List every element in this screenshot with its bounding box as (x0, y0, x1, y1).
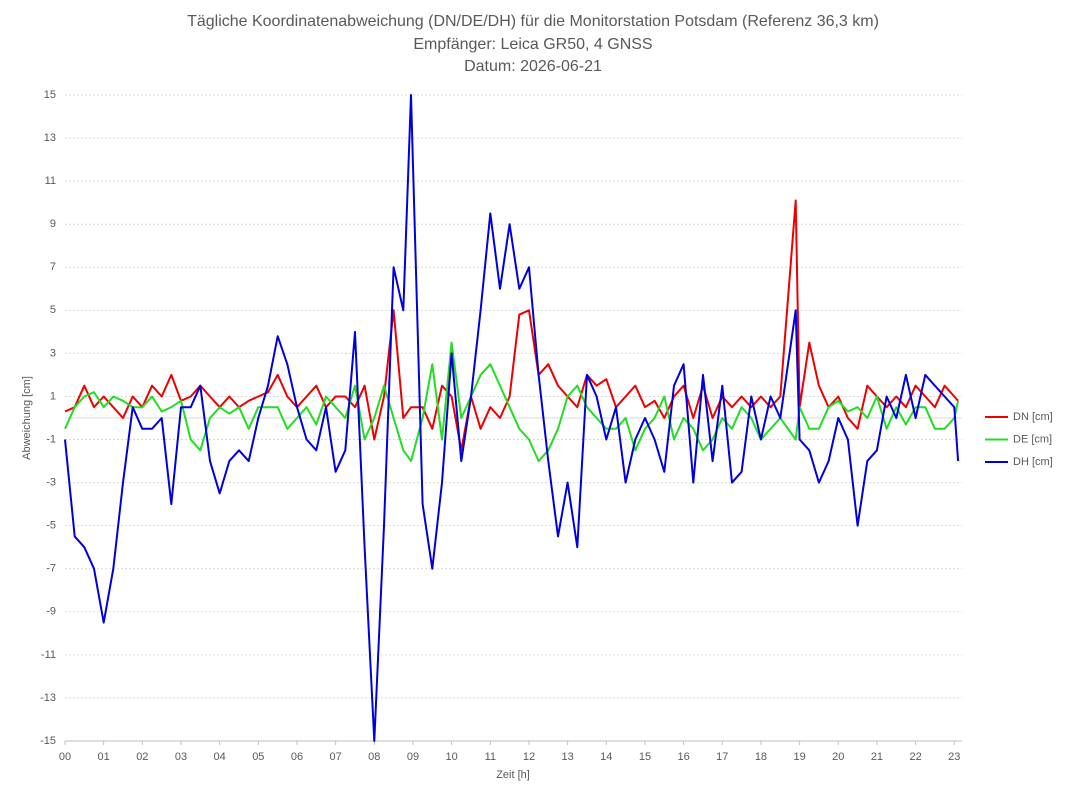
data-line (64, 199, 959, 452)
x-tick-label: 18 (755, 751, 767, 763)
legend-label: DH [cm] (1013, 456, 1053, 468)
chart-subtitle: Datum: 2026-06-21 (464, 58, 602, 75)
y-tick-label: 9 (50, 218, 56, 230)
y-tick-label: -5 (46, 520, 56, 532)
x-tick-label: 04 (214, 751, 226, 763)
y-tick-label: -15 (40, 735, 56, 747)
x-tick-label: 23 (948, 751, 960, 763)
y-tick-label: -3 (46, 477, 56, 489)
x-tick-label: 06 (291, 751, 303, 763)
x-tick-label: 00 (59, 751, 71, 763)
y-tick-label: -7 (46, 563, 56, 575)
x-tick-label: 22 (909, 751, 921, 763)
legend-label: DE [cm] (1013, 433, 1052, 445)
data-line (64, 94, 960, 742)
legend-label: DN [cm] (1013, 411, 1053, 423)
x-tick-label: 14 (600, 751, 612, 763)
x-tick-label: 15 (639, 751, 651, 763)
data-line (64, 341, 960, 463)
x-tick-label: 05 (252, 751, 264, 763)
y-tick-label: 3 (50, 347, 56, 359)
x-tick-label: 11 (485, 751, 496, 763)
x-tick-label: 03 (175, 751, 187, 763)
y-tick-label: 13 (44, 132, 56, 144)
x-axis-label: Zeit [h] (496, 769, 530, 781)
y-axis-label: Abweichung [cm] (21, 376, 33, 460)
y-tick-label: 5 (50, 304, 56, 316)
x-tick-label: 10 (446, 751, 458, 763)
x-tick-label: 01 (98, 751, 110, 763)
x-tick-label: 13 (562, 751, 574, 763)
x-tick-label: 17 (716, 751, 728, 763)
x-tick-label: 02 (136, 751, 148, 763)
y-tick-label: -11 (41, 649, 56, 661)
y-tick-label: -1 (46, 433, 56, 445)
x-tick-label: 16 (677, 751, 689, 763)
y-tick-label: 7 (50, 261, 56, 273)
chart-subtitle: Empfänger: Leica GR50, 4 GNSS (413, 36, 652, 53)
x-tick-label: 09 (407, 751, 419, 763)
x-tick-label: 20 (832, 751, 844, 763)
x-tick-label: 12 (523, 751, 535, 763)
chart-title: Tägliche Koordinatenabweichung (DN/DE/DH… (187, 13, 879, 30)
x-tick-label: 21 (871, 751, 883, 763)
y-tick-label: 15 (44, 89, 56, 101)
x-tick-label: 07 (330, 751, 342, 763)
y-tick-label: -13 (40, 692, 56, 704)
y-tick-label: -9 (46, 606, 56, 618)
y-tick-label: 11 (45, 175, 56, 187)
x-tick-label: 19 (793, 751, 805, 763)
y-tick-label: 1 (50, 390, 56, 402)
x-tick-label: 08 (368, 751, 380, 763)
